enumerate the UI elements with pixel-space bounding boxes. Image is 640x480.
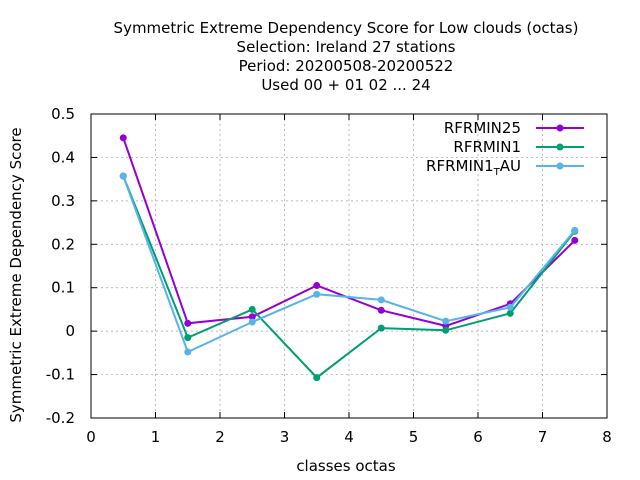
x-tick-label: 8 bbox=[602, 428, 612, 446]
legend-label: RFRMIN1 bbox=[453, 138, 521, 156]
x-tick-label: 3 bbox=[280, 428, 290, 446]
x-tick-label: 7 bbox=[538, 428, 548, 446]
title-line-3: Period: 20200508-20200522 bbox=[239, 57, 454, 75]
data-point bbox=[571, 236, 579, 244]
data-point bbox=[442, 317, 450, 325]
y-axis-label: Symmetric Extreme Dependency Score bbox=[7, 127, 25, 422]
data-point bbox=[119, 172, 127, 180]
data-point bbox=[377, 296, 385, 304]
x-tick-label: 4 bbox=[344, 428, 354, 446]
x-tick-label: 2 bbox=[215, 428, 225, 446]
legend-swatch-point bbox=[556, 162, 564, 170]
data-point bbox=[313, 282, 321, 290]
legend-item: RFRMIN1 bbox=[453, 138, 584, 156]
data-point bbox=[377, 324, 385, 332]
data-point bbox=[119, 134, 127, 142]
data-point bbox=[184, 319, 192, 327]
series-2 bbox=[119, 172, 579, 356]
x-tick-label: 0 bbox=[86, 428, 96, 446]
title-line-4: Used 00 + 01 02 ... 24 bbox=[261, 76, 430, 94]
y-tick-label: 0.3 bbox=[51, 192, 75, 210]
data-point bbox=[184, 334, 192, 342]
data-point bbox=[184, 348, 192, 356]
data-point bbox=[248, 313, 256, 321]
series-line bbox=[122, 175, 576, 379]
x-tick-label: 1 bbox=[151, 428, 161, 446]
legend-item: RFRMIN25 bbox=[444, 119, 584, 137]
series-line bbox=[122, 175, 576, 354]
legend-swatch-point bbox=[556, 143, 564, 151]
x-axis-label: classes octas bbox=[296, 457, 396, 475]
y-tick-label: 0.4 bbox=[51, 148, 75, 166]
data-point bbox=[377, 306, 385, 314]
data-point bbox=[248, 318, 256, 326]
y-tick-label: 0.2 bbox=[51, 235, 75, 253]
legend-item: RFRMIN1TAU bbox=[426, 157, 584, 178]
legend-swatch-point bbox=[556, 124, 564, 132]
y-tick-label: 0.1 bbox=[51, 279, 75, 297]
x-tick-label: 6 bbox=[473, 428, 483, 446]
chart-title: Symmetric Extreme Dependency Score for L… bbox=[114, 19, 579, 94]
title-line-1: Symmetric Extreme Dependency Score for L… bbox=[114, 19, 579, 37]
data-point bbox=[313, 374, 321, 382]
data-point bbox=[506, 303, 514, 311]
y-tick-label: 0 bbox=[65, 322, 75, 340]
data-point bbox=[442, 326, 450, 334]
data-point bbox=[506, 309, 514, 317]
title-line-2: Selection: Ireland 27 stations bbox=[237, 38, 456, 56]
y-tick-label: -0.1 bbox=[46, 366, 75, 384]
data-point bbox=[248, 305, 256, 313]
legend-label: RFRMIN25 bbox=[444, 119, 521, 137]
legend-label: RFRMIN1TAU bbox=[426, 157, 521, 178]
data-point bbox=[571, 226, 579, 234]
axis-ticks: 0 1 2 3 4 5 6 7 8 -0.2 -0.1 0 0.1 0.2 0.3 0.4 0.5 bbox=[46, 105, 612, 446]
data-point bbox=[313, 290, 321, 298]
grid bbox=[91, 114, 607, 418]
x-tick-label: 5 bbox=[409, 428, 419, 446]
y-tick-label: -0.2 bbox=[46, 409, 75, 427]
y-tick-label: 0.5 bbox=[51, 105, 75, 123]
series bbox=[119, 134, 579, 382]
